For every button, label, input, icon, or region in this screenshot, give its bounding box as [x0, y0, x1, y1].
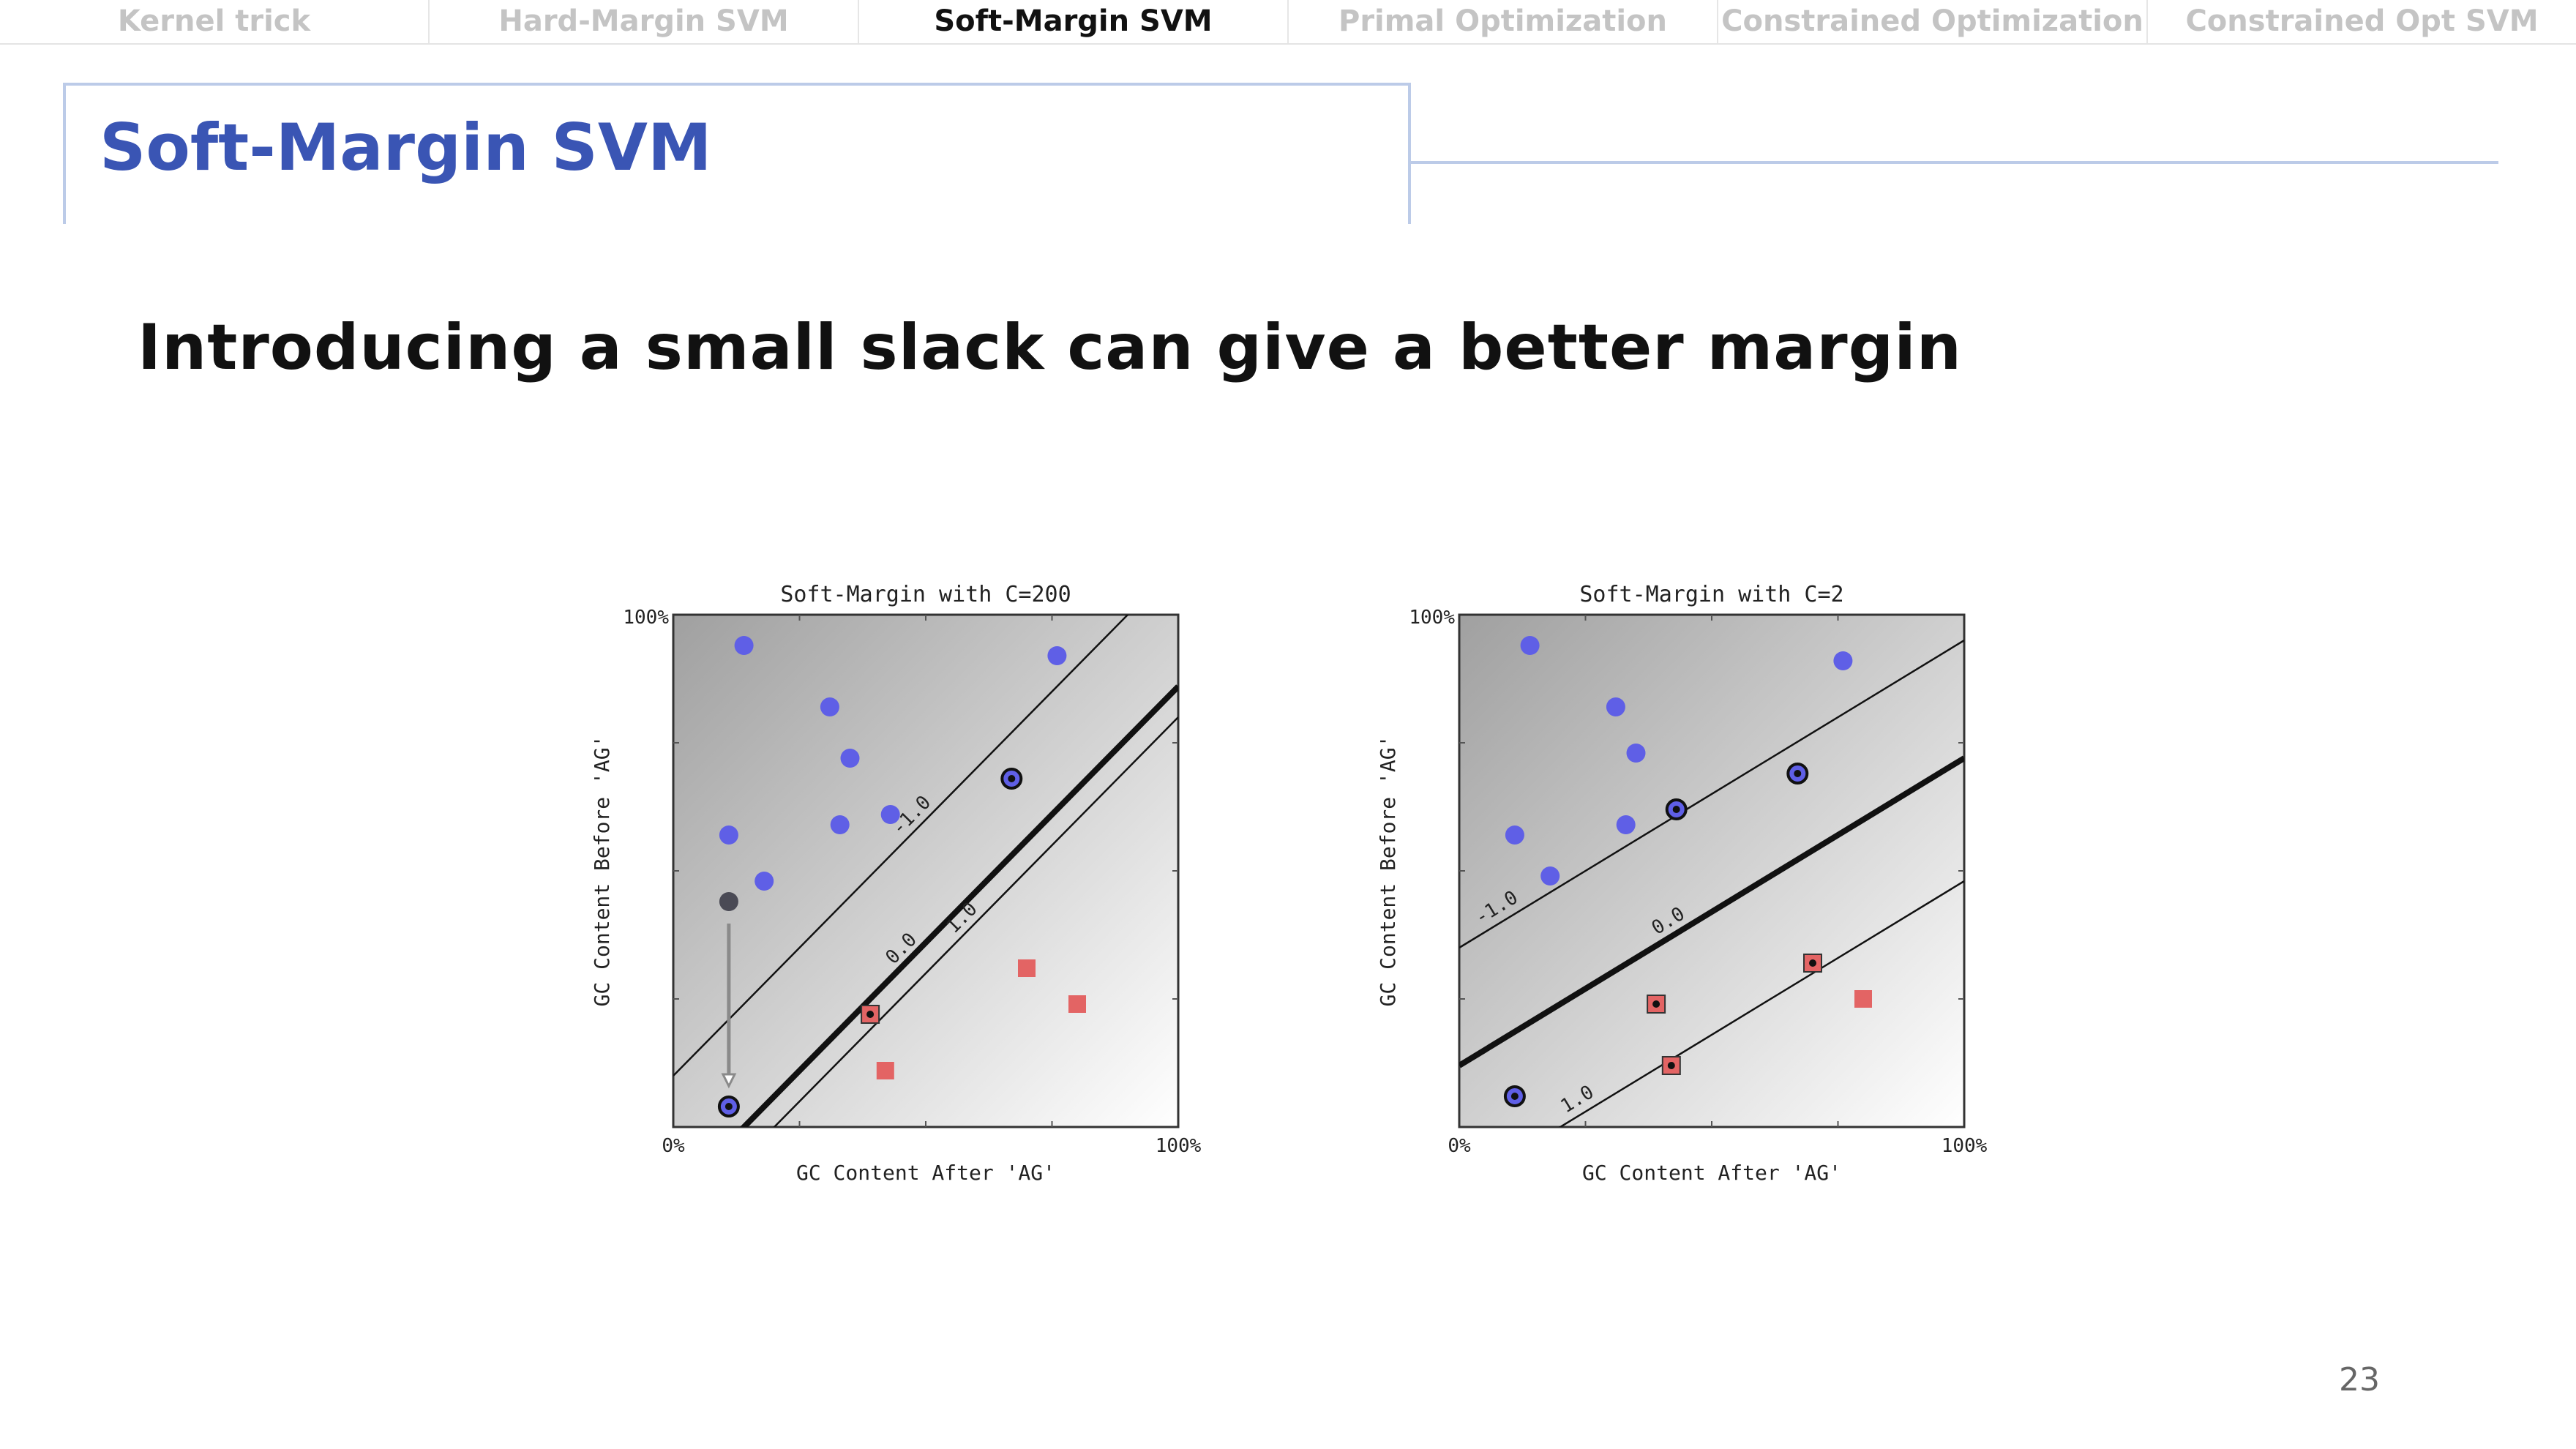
chart-title: Soft-Margin with C=200	[780, 582, 1071, 607]
x-axis-label: GC Content After 'AG'	[1582, 1161, 1841, 1185]
plot-background	[672, 613, 1180, 1128]
nav-tab-constrained-optimization[interactable]: Constrained Optimization	[1718, 0, 2148, 43]
negative-point	[1018, 959, 1036, 977]
positive-point	[880, 805, 900, 824]
negative-point	[876, 1062, 894, 1079]
nav-tab-kernel-trick[interactable]: Kernel trick	[0, 0, 430, 43]
negative-point	[1068, 995, 1086, 1013]
positive-point	[840, 749, 860, 768]
positive-point	[1833, 651, 1853, 670]
positive-point	[1616, 815, 1636, 834]
title-underline	[1408, 161, 2498, 164]
nav-tab-primal-optimization[interactable]: Primal Optimization	[1289, 0, 1718, 43]
moved-point-arrowhead	[721, 1073, 737, 1089]
x-tick-label: 100%	[1942, 1135, 1988, 1157]
positive-point	[755, 872, 774, 891]
positive-point	[1626, 744, 1646, 763]
decision-line--1.0	[1459, 639, 1964, 949]
positive-point	[830, 815, 850, 834]
support-vector-dot	[724, 1103, 733, 1110]
nav-tab-soft-margin-svm[interactable]: Soft-Margin SVM	[859, 0, 1289, 43]
positive-point	[1540, 866, 1560, 886]
page-number: 23	[2339, 1361, 2380, 1399]
positive-point	[719, 825, 738, 845]
y-axis-label: GC Content Before 'AG'	[1376, 735, 1400, 1007]
chart-title: Soft-Margin with C=2	[1579, 582, 1843, 607]
support-vector-dot	[866, 1011, 875, 1018]
title-frame	[63, 83, 1411, 224]
y-tick-label: 100%	[1409, 607, 1455, 629]
chart-c2: -1.0 0.0 1.0 Soft-Margin with C=2 GC Content…	[1371, 571, 2030, 1193]
nav-tab-hard-margin-svm[interactable]: Hard-Margin SVM	[430, 0, 859, 43]
decision-line--1.0	[673, 615, 1129, 1077]
x-tick-label: 0%	[662, 1135, 685, 1157]
x-tick-label: 100%	[1156, 1135, 1202, 1157]
x-axis-label: GC Content After 'AG'	[796, 1161, 1055, 1185]
support-vector-dot	[1652, 1000, 1660, 1008]
decision-line-0.0	[1459, 755, 1964, 1068]
x-tick-label: 0%	[1448, 1135, 1471, 1157]
positive-point	[1505, 825, 1524, 845]
moved-point-original	[719, 892, 738, 911]
positive-point	[1520, 636, 1540, 655]
slide-subtitle: Introducing a small slack can give a bet…	[138, 311, 1962, 384]
nav-tab-constrained-opt-svm[interactable]: Constrained Opt SVM	[2185, 4, 2539, 38]
support-vector-dot	[1794, 770, 1802, 777]
chart-c200: -1.0 0.0 1.0 Soft-Margin with C=200 GC Conte…	[585, 571, 1244, 1193]
negative-point	[1854, 990, 1872, 1008]
positive-point	[1606, 697, 1625, 716]
decision-line-1.0	[1558, 880, 1964, 1127]
plot-background	[1458, 613, 1966, 1128]
positive-point	[1047, 646, 1067, 665]
support-vector-dot	[1809, 959, 1816, 967]
y-tick-label: 100%	[623, 607, 669, 629]
support-vector-dot	[1510, 1093, 1519, 1100]
positive-point	[734, 636, 754, 655]
positive-point	[820, 697, 839, 716]
slide-title: Soft-Margin SVM	[100, 110, 712, 185]
decision-line-0.0	[739, 684, 1178, 1127]
support-vector-dot	[1672, 806, 1680, 813]
decision-line-1.0	[773, 716, 1178, 1127]
support-vector-dot	[1667, 1062, 1675, 1069]
negative-support-vector	[861, 1005, 880, 1024]
support-vector-dot	[1008, 775, 1016, 782]
y-axis-label: GC Content Before 'AG'	[590, 735, 614, 1007]
section-nav: Kernel trick Hard-Margin SVM Soft-Margin…	[0, 0, 2576, 45]
